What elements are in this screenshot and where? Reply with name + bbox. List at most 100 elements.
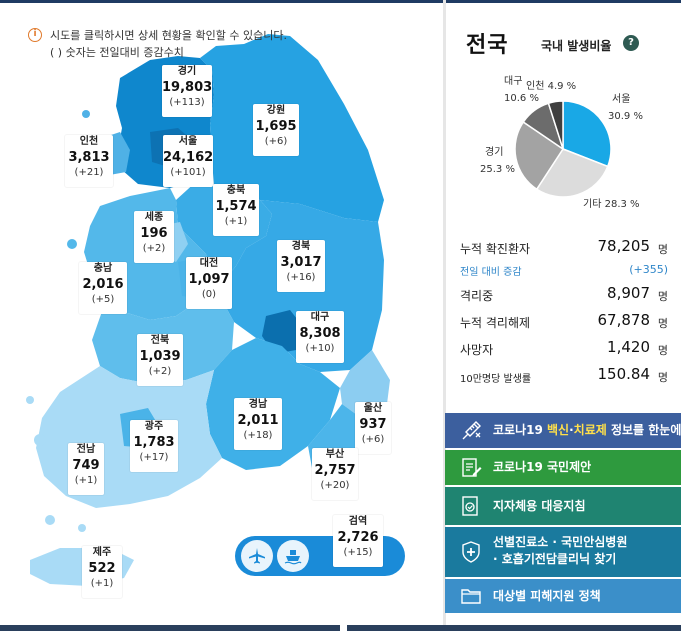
region-diff: (+18) — [243, 430, 273, 441]
pie-label-seoul-value: 30.9 % — [608, 110, 643, 123]
region-name: 서울 — [178, 136, 198, 147]
region-name: 대전 — [199, 258, 219, 269]
airplane-button[interactable] — [241, 540, 273, 572]
region-diff: (0) — [201, 289, 217, 300]
region-name: 세종 — [144, 212, 164, 223]
map-notice: i 시도를 클릭하시면 상세 현황을 확인할 수 있습니다. ( ) 숫자는 전… — [28, 27, 287, 61]
pie-label-value: 28.3 % — [604, 199, 640, 210]
region-count: 1,783 — [133, 435, 175, 450]
map-island — [67, 239, 77, 249]
map-island — [82, 110, 90, 118]
citizen-proposal-button[interactable]: 코로나19 국민제안 — [445, 450, 681, 485]
region-diff: (+1) — [224, 216, 248, 227]
damage-support-label: 대상별 피해지원 정책 — [493, 589, 601, 603]
region-card-daegu[interactable]: 대구 8,308 (+10) — [296, 311, 344, 363]
region-count: 196 — [140, 226, 168, 241]
map-island — [45, 515, 55, 525]
region-card-chungnam[interactable]: 충남 2,016 (+5) — [79, 262, 127, 314]
region-card-sejong[interactable]: 세종 196 (+2) — [134, 211, 174, 263]
stat-value: 67,878 — [597, 311, 651, 329]
region-card-gyeonggi[interactable]: 경기 19,803 (+113) — [162, 65, 212, 117]
pie-slice-1 — [535, 148, 609, 198]
airplane-icon — [249, 548, 265, 564]
stat-unit: 명 — [657, 243, 668, 256]
region-card-jeonbuk[interactable]: 전북 1,039 (+2) — [137, 334, 183, 386]
question-mark-icon[interactable]: ? — [623, 35, 639, 51]
stat-label: 누적 격리해제 — [460, 316, 531, 330]
region-card-quarantine[interactable]: 검역 2,726 (+15) — [333, 515, 383, 567]
stat-label: 전일 대비 증감 — [460, 267, 522, 278]
map-region-daegu[interactable] — [262, 310, 304, 354]
region-count: 937 — [359, 417, 387, 432]
stat-row-released: 누적 격리해제 67,878 명 — [460, 309, 668, 336]
pie-label-daegu: 대구 — [504, 75, 522, 88]
region-count: 2,757 — [314, 463, 356, 478]
region-diff: (+2) — [142, 243, 166, 254]
region-count: 24,162 — [163, 150, 214, 165]
region-name: 강원 — [266, 105, 286, 116]
region-card-ulsan[interactable]: 울산 937 (+6) — [355, 402, 391, 454]
local-guideline-button[interactable]: 지자체용 대응지침 — [445, 487, 681, 525]
region-diff: (+2) — [148, 366, 172, 377]
region-name: 전북 — [150, 335, 170, 346]
citizen-proposal-label: 코로나19 국민제안 — [493, 460, 592, 474]
stat-row-isolated: 격리중 8,907 명 — [460, 282, 668, 309]
region-diff: (+113) — [169, 97, 205, 108]
region-card-seoul[interactable]: 서울 24,162 (+101) — [163, 135, 213, 187]
region-count: 19,803 — [162, 80, 213, 95]
region-name: 제주 — [92, 547, 112, 558]
notice-line-1: 시도를 클릭하시면 상세 현황을 확인할 수 있습니다. — [50, 29, 287, 42]
stat-unit: 명 — [657, 344, 668, 357]
pie-label-name: 인천 — [526, 81, 545, 92]
region-count: 1,039 — [139, 349, 181, 364]
panel-divider — [443, 0, 446, 625]
region-name: 충북 — [226, 185, 246, 196]
region-name: 경남 — [248, 399, 268, 410]
region-name: 대구 — [310, 312, 330, 323]
region-card-daejeon[interactable]: 대전 1,097 (0) — [186, 257, 232, 309]
region-card-busan[interactable]: 부산 2,757 (+20) — [312, 448, 358, 500]
region-diff: (+1) — [90, 578, 114, 589]
region-card-gwangju[interactable]: 광주 1,783 (+17) — [130, 420, 178, 472]
top-rule-right — [446, 0, 681, 3]
hospital-shield-icon — [462, 541, 480, 563]
vaccine-label-separator: · — [569, 423, 574, 437]
pie-label-seoul: 서울 — [612, 93, 630, 106]
stat-value: 150.84 — [597, 365, 651, 383]
pie-slice-4 — [547, 100, 564, 150]
stat-row-deaths: 사망자 1,420 명 — [460, 336, 668, 363]
ship-icon — [284, 550, 302, 565]
region-card-gyeongbuk[interactable]: 경북 3,017 (+16) — [277, 240, 325, 292]
domestic-ratio-pie-chart — [514, 100, 612, 198]
region-count: 3,813 — [68, 150, 110, 165]
info-circle-icon: i — [28, 28, 42, 42]
pie-label-other: 기타 28.3 % — [583, 198, 640, 211]
local-guideline-label: 지자체용 대응지침 — [493, 499, 586, 513]
vaccine-label-pre: 코로나19 — [493, 423, 547, 437]
document-edit-icon — [462, 458, 482, 477]
region-count: 3,017 — [280, 255, 322, 270]
stat-unit: 명 — [657, 290, 668, 303]
damage-support-button[interactable]: 대상별 피해지원 정책 — [445, 579, 681, 613]
region-count: 522 — [88, 561, 116, 576]
region-card-jeonnam[interactable]: 전남 749 (+1) — [68, 443, 104, 495]
region-count: 1,574 — [215, 199, 257, 214]
region-card-incheon[interactable]: 인천 3,813 (+21) — [65, 135, 113, 187]
region-count: 2,726 — [337, 530, 379, 545]
region-card-jeju[interactable]: 제주 522 (+1) — [82, 546, 122, 598]
region-diff: (+17) — [139, 452, 169, 463]
region-name: 경기 — [177, 66, 197, 77]
region-diff: (+16) — [286, 272, 316, 283]
domestic-ratio-heading: 국내 발생비율 — [541, 39, 612, 53]
region-name: 경북 — [291, 241, 311, 252]
pie-label-value: 30.9 % — [608, 111, 643, 122]
vaccine-info-button[interactable]: 코로나19 백신·치료제 정보를 한눈에 — [445, 413, 681, 448]
region-card-chungbuk[interactable]: 충북 1,574 (+1) — [213, 184, 259, 236]
stat-value: 8,907 — [607, 284, 650, 302]
clinic-finder-button[interactable]: 선별진료소 · 국민안심병원 · 호흡기전담클리닉 찾기 — [445, 527, 681, 577]
region-card-gyeongnam[interactable]: 경남 2,011 (+18) — [234, 398, 282, 450]
region-diff: (+1) — [74, 475, 98, 486]
region-diff: (+20) — [320, 480, 350, 491]
ship-button[interactable] — [277, 540, 309, 572]
region-card-gangwon[interactable]: 강원 1,695 (+6) — [253, 104, 299, 156]
